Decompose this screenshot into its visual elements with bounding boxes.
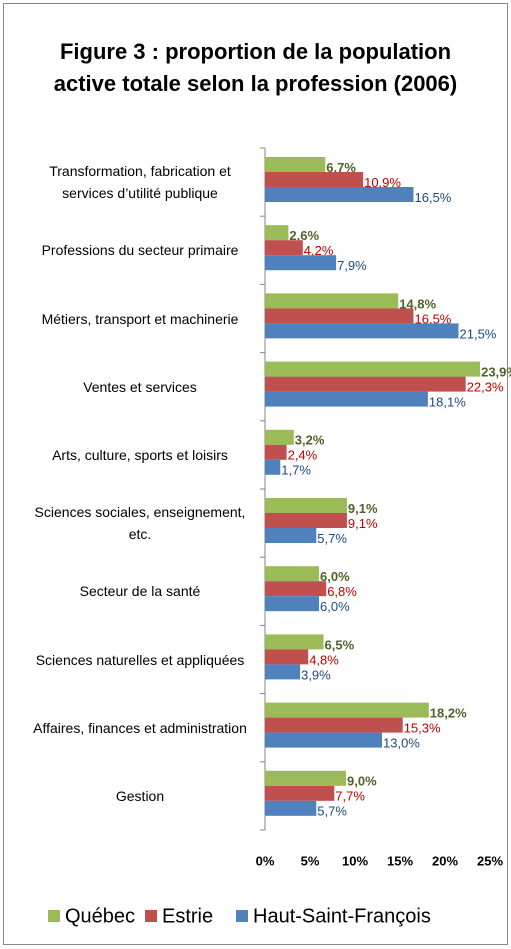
bar <box>265 323 459 339</box>
bar <box>265 361 481 377</box>
bar <box>265 581 327 597</box>
category-label: Affaires, finances et administration <box>33 719 247 736</box>
bar <box>265 566 319 582</box>
bar <box>265 429 294 445</box>
value-label: 3,2% <box>295 433 325 448</box>
bar <box>265 444 287 460</box>
legend-label: Québec <box>65 905 135 927</box>
legend-swatch <box>236 910 248 922</box>
bar <box>265 293 399 309</box>
value-label: 9,1% <box>348 516 378 531</box>
category-label: Métiers, transport et machinerie <box>41 310 239 327</box>
bar <box>265 634 324 650</box>
value-label: 16,5% <box>415 311 452 326</box>
category-label: Secteur de la santé <box>79 583 201 600</box>
x-tick-label: 0% <box>256 853 275 868</box>
value-label: 6,8% <box>327 584 357 599</box>
value-label: 3,9% <box>301 667 331 682</box>
category-label: Ventes et services <box>83 378 197 395</box>
value-label: 10,9% <box>364 175 401 190</box>
value-label: 7,9% <box>337 258 367 273</box>
value-label: 2,4% <box>288 448 318 463</box>
value-label: 14,8% <box>399 296 436 311</box>
bar <box>265 225 289 241</box>
value-label: 21,5% <box>460 326 497 341</box>
bar <box>265 391 428 407</box>
value-label: 5,7% <box>317 804 347 819</box>
category-label: Arts, culture, sports et loisirs <box>52 446 228 463</box>
value-label: 16,5% <box>415 190 452 205</box>
value-label: 6,7% <box>326 160 356 175</box>
bar <box>265 157 326 172</box>
bar <box>265 702 429 718</box>
value-label: 6,5% <box>325 637 355 652</box>
value-label: 7,7% <box>335 789 365 804</box>
bar <box>265 649 309 665</box>
value-label: 23,9% <box>481 365 511 380</box>
category-label: Gestion <box>115 787 165 804</box>
category-label: Transformation, fabrication et services … <box>49 163 231 202</box>
bar <box>265 664 301 680</box>
value-label: 22,3% <box>467 380 504 395</box>
bar <box>265 800 317 816</box>
legend-swatch <box>145 910 157 922</box>
x-tick-label: 5% <box>301 853 320 868</box>
bar <box>265 172 364 187</box>
legend-label: Haut-Saint-François <box>253 905 431 927</box>
bar <box>265 513 347 528</box>
bar <box>265 785 335 801</box>
value-label: 2,6% <box>289 228 319 243</box>
x-tick-label: 15% <box>387 853 413 868</box>
value-label: 18,2% <box>430 706 467 721</box>
bar <box>265 308 414 324</box>
bar <box>265 596 319 612</box>
legend-label: Estrie <box>162 905 213 927</box>
category-label: Professions du secteur primaire <box>41 242 239 259</box>
value-label: 18,1% <box>429 395 466 410</box>
value-label: 4,2% <box>304 243 334 258</box>
value-label: 15,3% <box>404 721 441 736</box>
chart-title: Figure 3 : proportion de la population a… <box>53 39 458 96</box>
value-label: 5,7% <box>317 531 347 546</box>
bar <box>265 498 347 513</box>
x-tick-label: 25% <box>477 853 503 868</box>
value-label: 6,0% <box>320 569 350 584</box>
bar <box>265 187 414 202</box>
value-label: 9,1% <box>348 501 378 516</box>
category-label: Sciences sociales, enseignement, etc. <box>34 504 246 543</box>
value-label: 9,0% <box>347 774 377 789</box>
value-label: 13,0% <box>383 736 420 751</box>
value-label: 4,8% <box>309 652 339 667</box>
bar <box>265 255 337 271</box>
value-label: 1,7% <box>281 463 311 478</box>
chart-border <box>3 3 508 945</box>
value-label: 6,0% <box>320 599 350 614</box>
bar <box>265 240 303 256</box>
x-tick-label: 10% <box>342 853 368 868</box>
bar <box>265 459 281 475</box>
x-tick-label: 20% <box>432 853 458 868</box>
bar <box>265 732 382 748</box>
bar <box>265 770 346 786</box>
legend-swatch <box>48 910 60 922</box>
bar <box>265 528 317 543</box>
category-label: Sciences naturelles et appliquées <box>35 651 245 668</box>
bar <box>265 376 466 392</box>
bar <box>265 717 403 733</box>
